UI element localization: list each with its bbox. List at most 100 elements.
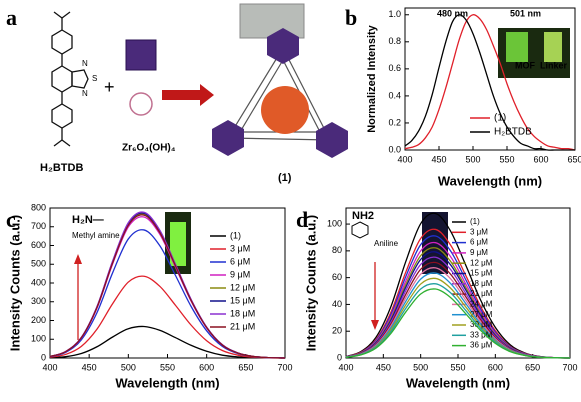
y-axis-label: Normalized Intensity: [366, 24, 378, 132]
x-tick-label: 600: [199, 362, 214, 372]
legend-label: 15 μM: [470, 269, 493, 278]
legend-label: 30 μM: [470, 320, 493, 329]
y-tick-label: 500: [31, 259, 46, 269]
legend-label: 6 μM: [230, 256, 250, 266]
x-tick-label: 400: [397, 154, 412, 164]
arrow-head: [74, 254, 82, 264]
cluster-node: [129, 92, 153, 116]
legend-label: 3 μM: [470, 227, 488, 236]
annotation: Linker: [540, 60, 568, 70]
y-axis-label: Intensity Counts (a.u.): [303, 215, 318, 352]
benzene-ring: [51, 29, 73, 55]
annotation: H₂N—: [72, 214, 104, 226]
y-tick-label: 0.4: [388, 90, 401, 100]
y-tick-label: 60: [332, 272, 342, 282]
series-line: [404, 14, 576, 151]
legend-label: 33 μM: [470, 330, 493, 339]
y-tick-label: 20: [332, 326, 342, 336]
linker-label: H₂BTDB: [40, 162, 83, 174]
annotation: NH2: [352, 210, 374, 222]
x-axis-label: Wavelength (nm): [406, 375, 510, 390]
y-tick-label: 80: [332, 245, 342, 255]
y-tick-label: 300: [31, 296, 46, 306]
inset-photo: [239, 3, 305, 39]
x-tick-label: 650: [238, 362, 253, 372]
bond: [53, 11, 63, 19]
annotation: MOF: [515, 60, 535, 70]
x-tick-label: 400: [42, 362, 57, 372]
plus: +: [104, 77, 115, 97]
x-axis-label: Wavelength (nm): [115, 375, 219, 390]
y-tick-label: 600: [31, 240, 46, 250]
legend-label: 6 μM: [470, 238, 488, 247]
bond: [61, 11, 71, 19]
benzene-ring: [51, 65, 73, 93]
legend-label: 24 μM: [470, 300, 493, 309]
legend-label: (1): [470, 217, 480, 226]
y-tick-label: 0.6: [388, 63, 401, 73]
annotation: 501 nm: [510, 8, 541, 18]
arrow-head: [371, 320, 379, 330]
panel-label: c: [6, 207, 16, 232]
x-tick-label: 450: [82, 362, 97, 372]
x-tick-label: 500: [465, 154, 480, 164]
y-tick-label: 40: [332, 299, 342, 309]
y-tick-label: 0: [337, 352, 342, 362]
atom-label: S: [92, 74, 97, 83]
x-tick-label: 550: [499, 154, 514, 164]
vial-glow: [544, 32, 562, 62]
x-tick-label: 700: [562, 362, 577, 372]
cluster-hexagon: [267, 28, 299, 64]
series-line: [49, 214, 286, 359]
series-line: [345, 288, 571, 359]
cluster-cube: [125, 39, 157, 71]
legend-label: 21 μM: [230, 321, 255, 331]
atom-label: N: [82, 59, 88, 68]
panel-label: d: [296, 207, 308, 232]
y-tick-label: 0.2: [388, 117, 401, 127]
x-tick-label: 500: [121, 362, 136, 372]
y-tick-label: 400: [31, 277, 46, 287]
arrow: [162, 84, 214, 106]
bond: [53, 139, 63, 147]
thiadiazole-ring: [71, 69, 89, 89]
x-tick-label: 600: [533, 154, 548, 164]
y-tick-label: 700: [31, 221, 46, 231]
series-line: [404, 14, 575, 151]
x-tick-label: 500: [413, 362, 428, 372]
x-tick-label: 450: [376, 362, 391, 372]
legend-label: 9 μM: [470, 248, 488, 257]
cluster-hexagon: [316, 122, 348, 158]
bond: [61, 139, 71, 147]
legend-label: 12 μM: [470, 258, 493, 267]
vial-glow: [506, 32, 528, 62]
benzene-ring: [51, 103, 73, 129]
annotation: Methyl amine: [72, 231, 120, 240]
annotation: Aniline: [374, 239, 399, 248]
x-tick-label: 550: [160, 362, 175, 372]
pore-sphere: [261, 86, 309, 134]
y-tick-label: 200: [31, 315, 46, 325]
legend-label: 27 μM: [470, 310, 493, 319]
x-tick-label: 450: [431, 154, 446, 164]
panel-label: a: [6, 5, 17, 30]
y-tick-label: 100: [327, 218, 342, 228]
y-tick-label: 1.0: [388, 9, 401, 19]
legend-label: 12 μM: [230, 282, 255, 292]
product-label: (1): [278, 172, 292, 184]
benzene-ring: [351, 221, 369, 239]
legend-label: (1): [230, 230, 241, 240]
atom-label: N: [82, 89, 88, 98]
annotation: 480 nm: [437, 8, 468, 18]
y-tick-label: 0.0: [388, 144, 401, 154]
series-line: [49, 325, 286, 359]
x-axis-label: Wavelength (nm): [438, 173, 542, 188]
x-tick-label: 550: [450, 362, 465, 372]
y-tick-label: 0.8: [388, 36, 401, 46]
y-tick-label: 0: [41, 352, 46, 362]
y-tick-label: 800: [31, 202, 46, 212]
cluster-label: Zr₆O₄(OH)₄: [122, 143, 176, 154]
panel-label: b: [345, 5, 357, 30]
y-tick-label: 100: [31, 334, 46, 344]
x-tick-label: 650: [525, 362, 540, 372]
